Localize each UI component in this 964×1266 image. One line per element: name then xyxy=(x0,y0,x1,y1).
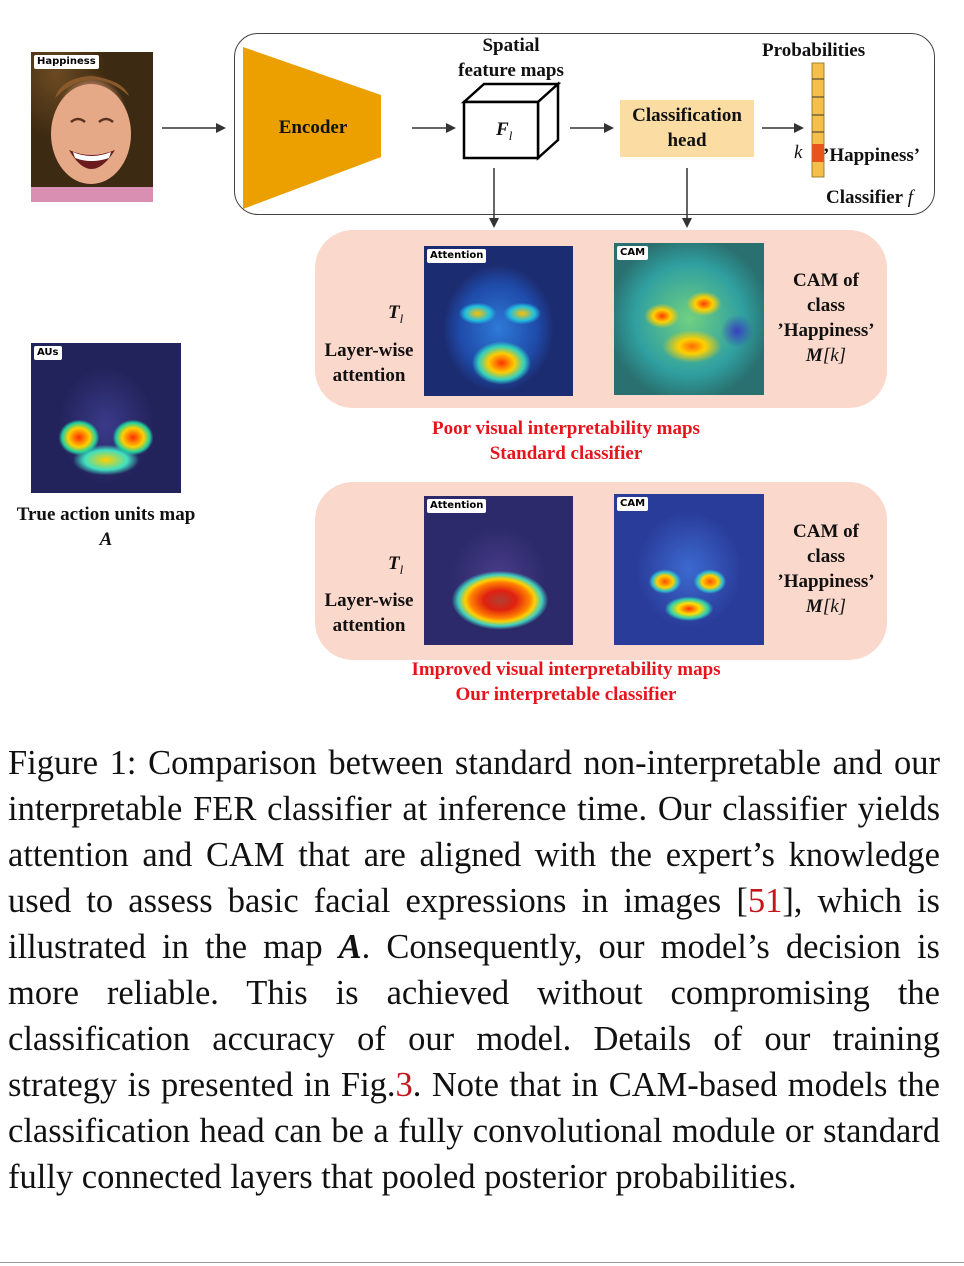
layer-wise-attention-interpretable: Layer-wise attention xyxy=(324,590,414,636)
encoder-label: Encoder xyxy=(278,117,348,138)
happiness-tag: Happiness xyxy=(34,55,99,69)
bottom-rule xyxy=(0,1262,964,1263)
standard-classifier-panel xyxy=(315,230,887,408)
feature-maps-title: Spatial feature maps xyxy=(458,35,564,81)
feature-map-cube xyxy=(460,81,562,161)
arrow-head-down xyxy=(682,168,692,228)
arrow-features-to-head xyxy=(570,123,614,133)
arrow-encoder-to-features xyxy=(412,123,456,133)
standard-note: Poor visual interpretability maps Standa… xyxy=(432,418,700,464)
t-symbol-standard: Tl xyxy=(388,302,404,326)
cam-map-standard: CAM xyxy=(614,243,764,395)
t-symbol-interpretable: Tl xyxy=(388,553,404,577)
encoder-shape xyxy=(243,47,381,209)
interpretable-note: Improved visual interpretability maps Ou… xyxy=(411,659,721,705)
interpretable-classifier-panel xyxy=(315,482,887,660)
input-image: Happiness xyxy=(31,52,153,202)
attention-tag-standard: Attention xyxy=(427,249,487,263)
aus-tag: AUs xyxy=(34,346,62,360)
citation-link[interactable]: 51 xyxy=(747,882,783,920)
classification-head: Classification head xyxy=(620,100,754,157)
cam-label-standard: CAM of class ’Happiness’ M[k] xyxy=(777,270,875,366)
arrow-features-down xyxy=(489,168,499,228)
arrow-head-to-probs xyxy=(762,123,804,133)
feature-symbol: Fl xyxy=(496,119,513,143)
attention-map-standard: Attention xyxy=(424,246,573,396)
figure-link[interactable]: 3 xyxy=(395,1066,413,1104)
probability-bar xyxy=(811,62,825,178)
attention-map-interpretable: Attention xyxy=(424,496,573,645)
cam-map-interpretable: CAM xyxy=(614,494,764,645)
classifier-label: Classifier f xyxy=(826,187,914,208)
probabilities-title: Probabilities xyxy=(762,40,866,61)
cam-tag-standard: CAM xyxy=(617,246,649,260)
arrow-input-to-encoder xyxy=(162,123,226,133)
layer-wise-attention-standard: Layer-wise attention xyxy=(324,340,414,386)
aus-map-image: AUs xyxy=(31,343,181,493)
cam-label-interpretable: CAM of class ’Happiness’ M[k] xyxy=(777,521,875,617)
face-illustration xyxy=(31,76,153,202)
cam-tag-interpretable: CAM xyxy=(617,497,649,511)
figure-caption: Figure 1: Comparison between standard no… xyxy=(8,744,940,1196)
aus-map-label: True action units map A xyxy=(16,504,196,550)
k-label: k xyxy=(794,142,803,163)
happiness-prob-label: ’Happiness’ xyxy=(823,145,921,166)
attention-tag-interpretable: Attention xyxy=(427,499,487,513)
classifier-box xyxy=(234,33,935,215)
